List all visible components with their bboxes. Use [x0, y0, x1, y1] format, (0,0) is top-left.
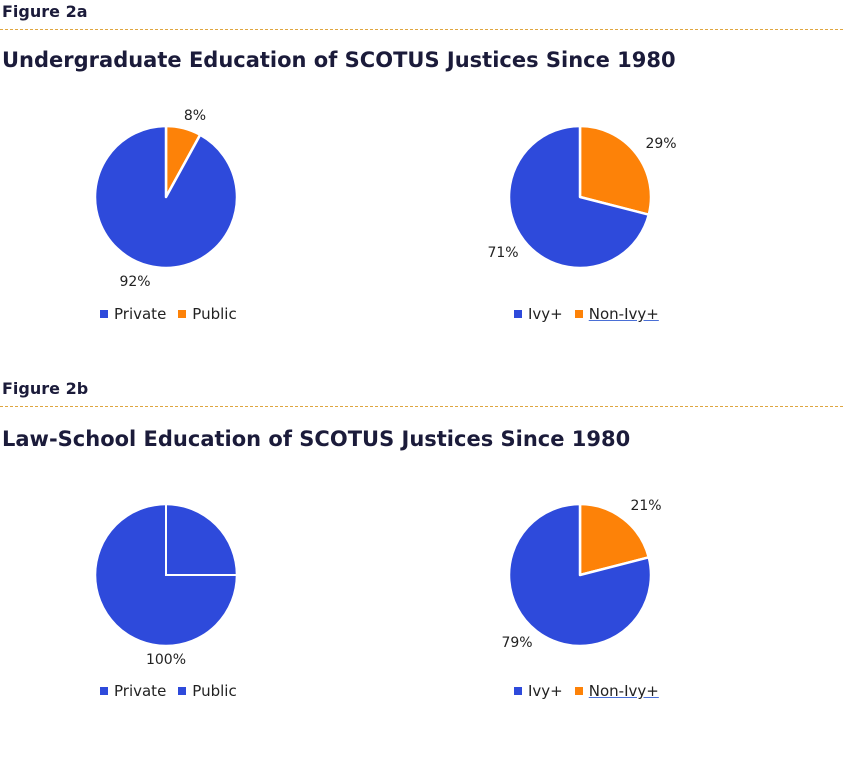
divider [0, 29, 843, 30]
legend-label: Non-Ivy+ [588, 305, 659, 323]
legend-law-ivy: Ivy+ Non-Ivy+ [514, 682, 659, 700]
pie-slice-non-ivy- [578, 502, 651, 577]
legend-swatch [100, 687, 108, 695]
legend-item-private: Private [100, 305, 166, 323]
legend-label: Ivy+ [528, 305, 563, 323]
legend-item-non-ivy: Non-Ivy+ [574, 682, 659, 700]
legend-item-public: Public [178, 682, 237, 700]
pie-data-label: 71% [487, 245, 518, 261]
figure-2a-title: Undergraduate Education of SCOTUS Justic… [2, 48, 676, 72]
legend-item-private: Private [100, 682, 166, 700]
legend-swatch [514, 687, 522, 695]
pie-data-label: 92% [119, 274, 150, 290]
pie-slice-non-ivy- [578, 124, 653, 216]
legend-label: Ivy+ [528, 682, 563, 700]
pie-slice-ivy- [507, 124, 651, 270]
pie-data-label: 21% [630, 498, 661, 514]
figure-2b-label: Figure 2b [2, 379, 89, 398]
pie-data-label: 8% [184, 108, 206, 124]
legend-undergrad-ivy: Ivy+ Non-Ivy+ [514, 305, 659, 323]
legend-swatch [514, 310, 522, 318]
legend-undergrad-private-public: Private Public [100, 305, 237, 323]
pie-chart-law-ivy: 79% 21% [501, 498, 661, 651]
pie-chart-undergrad-ivy: 71% 29% [487, 124, 677, 270]
legend-label: Private [114, 305, 167, 323]
legend-swatch [178, 687, 187, 695]
pie-data-label: 100% [146, 652, 186, 668]
legend-swatch [574, 687, 583, 695]
figure-2b-title: Law-School Education of SCOTUS Justices … [2, 427, 631, 451]
legend-item-public: Public [178, 305, 237, 323]
legend-item-non-ivy: Non-Ivy+ [574, 305, 659, 323]
legend-law-private-public: Private Public [100, 682, 237, 700]
pie-slice-divider [165, 504, 237, 576]
divider [0, 406, 843, 407]
legend-label: Public [192, 682, 237, 700]
pie-data-label: 29% [645, 136, 676, 152]
pie-slice-ivy- [507, 502, 653, 648]
legend-item-ivy: Ivy+ [514, 682, 563, 700]
legend-swatch [574, 310, 583, 318]
legend-swatch [100, 310, 108, 318]
legend-label: Non-Ivy+ [588, 682, 659, 700]
legend-swatch [178, 310, 187, 318]
pie-chart-undergrad-private-public: 92% 8% [93, 108, 239, 290]
pie-chart-law-private-public: 100% [93, 502, 239, 668]
pie-data-label: 79% [501, 635, 532, 651]
pie-slice-private [93, 124, 239, 270]
legend-item-ivy: Ivy+ [514, 305, 563, 323]
legend-label: Public [192, 305, 237, 323]
figure-2a-label: Figure 2a [2, 2, 88, 21]
legend-label: Private [114, 682, 167, 700]
